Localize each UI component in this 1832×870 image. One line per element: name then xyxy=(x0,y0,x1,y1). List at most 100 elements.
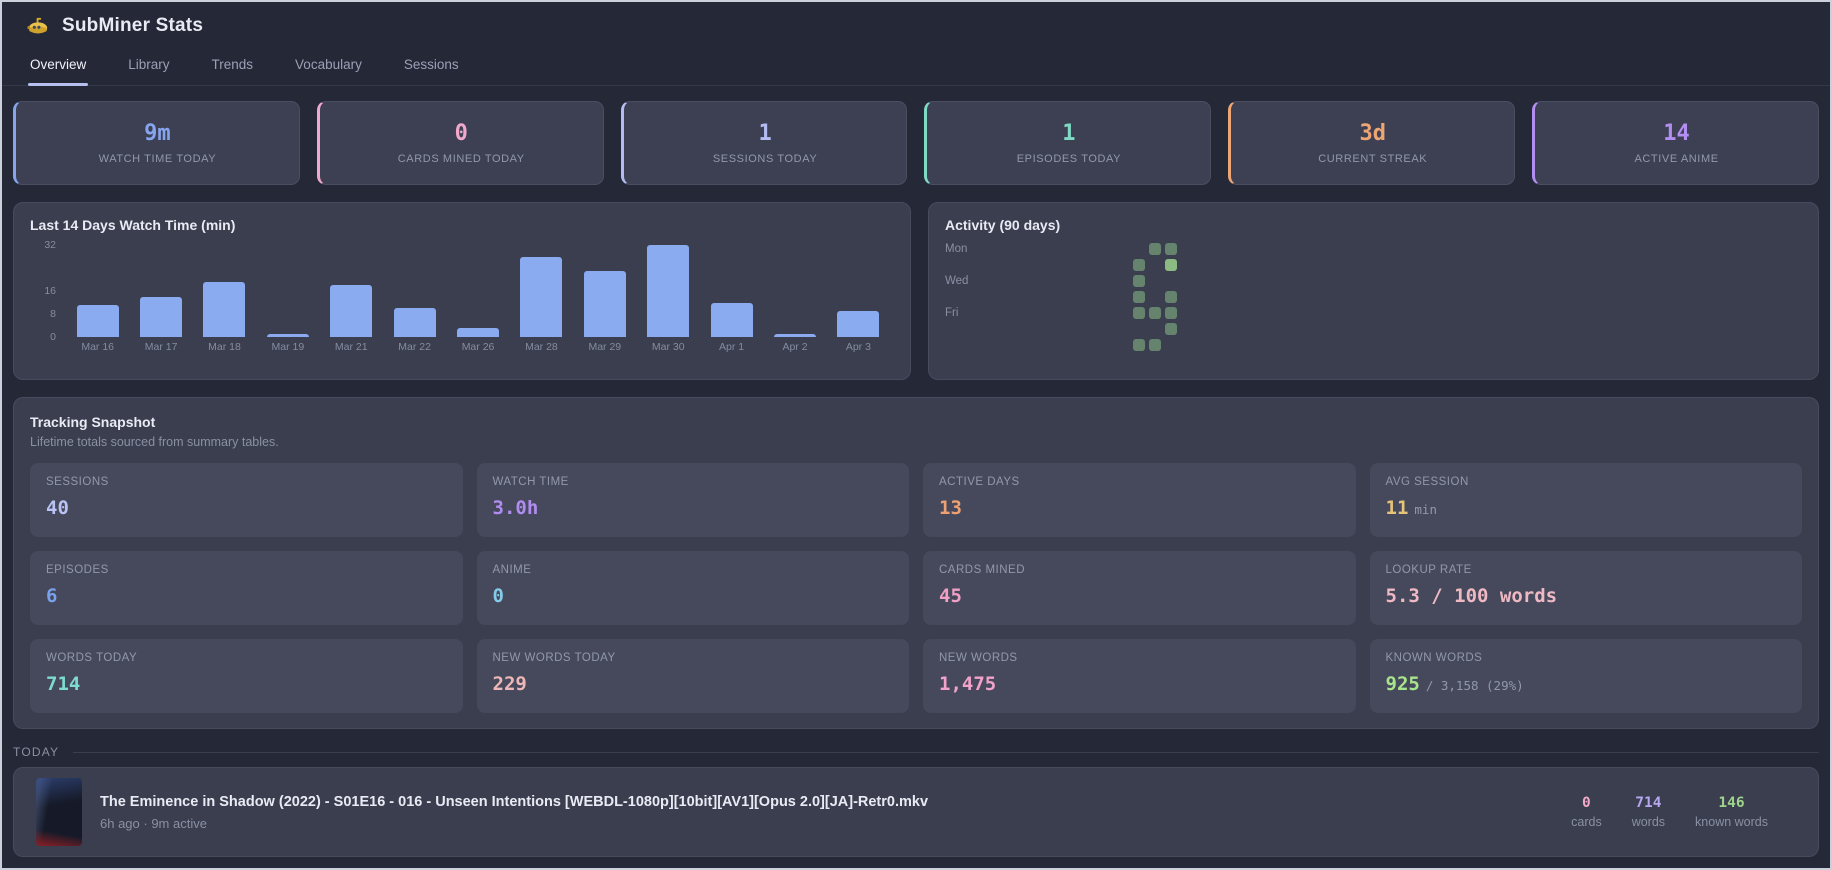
episode-title: The Eminence in Shadow (2022) - S01E16 -… xyxy=(100,793,929,810)
snapshot-cell-episodes: EPISODES 6 xyxy=(30,551,463,625)
x-tick: Mar 18 xyxy=(208,341,241,353)
x-tick: Mar 29 xyxy=(588,341,622,353)
snapshot-subtitle: Lifetime totals sourced from summary tab… xyxy=(30,435,279,449)
snapshot-cell-label: LOOKUP RATE xyxy=(1385,564,1472,576)
snapshot-cell-value: 925 xyxy=(1385,673,1420,695)
stat-card-episodes-today: 1 EPISODES TODAY xyxy=(924,101,1212,185)
snapshot-cell-label: NEW WORDS TODAY xyxy=(492,652,616,664)
snapshot-cell-new-words-today: NEW WORDS TODAY 229 xyxy=(476,639,909,713)
day-label-wed: Wed xyxy=(945,275,969,287)
bar-mar-22 xyxy=(393,308,436,337)
stat-value: 14 xyxy=(1663,121,1690,146)
day-label-mon: Mon xyxy=(945,243,968,255)
snapshot-cell-label: EPISODES xyxy=(46,564,109,576)
heatmap-cell xyxy=(1149,243,1161,255)
snapshot-cell-label: WATCH TIME xyxy=(492,476,569,488)
heatmap-cell xyxy=(1149,307,1161,319)
snapshot-cell-value: 13 xyxy=(939,497,962,519)
tab-library[interactable]: Library xyxy=(126,46,171,85)
snapshot-cell-label: NEW WORDS xyxy=(939,652,1018,664)
snapshot-title: Tracking Snapshot xyxy=(30,414,156,430)
tab-overview[interactable]: Overview xyxy=(28,46,89,86)
snapshot-cell-avg-session: AVG SESSION 11 min xyxy=(1369,463,1802,537)
x-tick: Mar 22 xyxy=(398,341,431,353)
snapshot-cell-label: ANIME xyxy=(492,564,532,576)
heatmap-cell xyxy=(1165,307,1177,319)
snapshot-cell-value: 6 xyxy=(46,585,58,607)
snapshot-cell-anime: ANIME 0 xyxy=(476,551,909,625)
snapshot-cell-active-days: ACTIVE DAYS 13 xyxy=(923,463,1356,537)
episode-stat-value: 714 xyxy=(1635,795,1662,811)
x-tick: Mar 21 xyxy=(334,341,368,353)
episode-stat-known-words: 146 known words xyxy=(1695,795,1768,829)
heatmap-grid xyxy=(1005,243,1209,351)
snapshot-cell-label: KNOWN WORDS xyxy=(1385,652,1483,664)
stat-label: EPISODES TODAY xyxy=(1016,153,1122,165)
chart-x-axis: Mar 16 Mar 17 Mar 18 Mar 19 Mar 21 Mar 22 Mar … xyxy=(66,341,890,353)
snapshot-cell-value: 0 xyxy=(492,585,504,607)
activity-title: Activity (90 days) xyxy=(945,217,1061,233)
heatmap-cell xyxy=(1165,291,1177,303)
stat-value: 1 xyxy=(758,121,772,146)
snapshot-cell-known-words: KNOWN WORDS 925 / 3,158 (29%) xyxy=(1369,639,1802,713)
activity-panel: Activity (90 days) Mon Wed Fri xyxy=(928,202,1819,380)
episode-stat-label: cards xyxy=(1571,815,1602,829)
stat-label: CARDS MINED TODAY xyxy=(397,153,525,165)
snapshot-cell-new-words: NEW WORDS 1,475 xyxy=(923,639,1356,713)
heatmap-cell xyxy=(1165,243,1177,255)
chart-title: Last 14 Days Watch Time (min) xyxy=(30,217,236,233)
x-tick: Apr 3 xyxy=(845,341,871,353)
snapshot-cell-watch-time: WATCH TIME 3.0h xyxy=(476,463,909,537)
chart-plot xyxy=(66,245,890,337)
tab-vocabulary[interactable]: Vocabulary xyxy=(293,46,364,85)
snapshot-cell-label: WORDS TODAY xyxy=(46,652,138,664)
tab-trends[interactable]: Trends xyxy=(210,46,256,85)
stat-card-watch-time-today: 9m WATCH TIME TODAY xyxy=(13,101,300,185)
episode-stat-words: 714 words xyxy=(1632,795,1665,829)
activity-heatmap: Mon Wed Fri xyxy=(945,243,1802,351)
submarine-icon xyxy=(26,14,50,38)
snapshot-cell-label: CARDS MINED xyxy=(939,564,1026,576)
heatmap-cell xyxy=(1133,339,1145,351)
stat-value: 3d xyxy=(1359,121,1386,146)
bar-mar-18 xyxy=(203,282,246,337)
snapshot-cell-label: ACTIVE DAYS xyxy=(939,476,1020,488)
bar-mar-30 xyxy=(647,245,690,337)
snapshot-cell-cards-mined: CARDS MINED 45 xyxy=(923,551,1356,625)
stat-label: CURRENT STREAK xyxy=(1318,153,1428,165)
snapshot-cell-value: 5.3 / 100 words xyxy=(1385,585,1558,607)
heatmap-cell xyxy=(1165,323,1177,335)
episode-info: The Eminence in Shadow (2022) - S01E16 -… xyxy=(100,794,1553,831)
watch-time-chart-panel: Last 14 Days Watch Time (min) 32 16 8 0 Mar… xyxy=(13,202,911,380)
snapshot-cell-value: 11 xyxy=(1385,497,1409,519)
stat-value: 0 xyxy=(454,121,468,146)
x-tick: Mar 26 xyxy=(461,341,495,353)
stat-label: ACTIVE ANIME xyxy=(1634,153,1719,165)
tab-sessions[interactable]: Sessions xyxy=(402,46,461,85)
stat-label: SESSIONS TODAY xyxy=(712,153,818,165)
snapshot-cell-words-today: WORDS TODAY 714 xyxy=(30,639,463,713)
x-tick: Mar 28 xyxy=(525,341,558,353)
bar-apr-2 xyxy=(773,334,816,337)
snapshot-cell-value: 3.0h xyxy=(492,497,539,519)
snapshot-grid: SESSIONS 40 WATCH TIME 3.0h ACTIVE DAYS 13 AVG… xyxy=(30,463,1802,713)
episode-stats: 0 cards 714 words 146 known words xyxy=(1571,795,1768,829)
bar-mar-28 xyxy=(520,256,563,337)
snapshot-cell-value: 1,475 xyxy=(939,673,997,695)
snapshot-cell-lookup-rate: LOOKUP RATE 5.3 / 100 words xyxy=(1369,551,1802,625)
heatmap-cell xyxy=(1133,275,1145,287)
today-episode-row[interactable]: The Eminence in Shadow (2022) - S01E16 -… xyxy=(13,767,1819,857)
watch-time-bar-chart: 32 16 8 0 Mar 16 Mar 17 Mar 18 Mar 19 Mar 21 Mar… xyxy=(30,239,894,367)
y-tick: 8 xyxy=(50,308,56,320)
snapshot-cell-suffix: / 3,158 (29%) xyxy=(1425,678,1524,693)
bar-mar-17 xyxy=(140,296,183,337)
today-divider xyxy=(73,751,1819,753)
today-label: TODAY xyxy=(13,745,60,759)
heatmap-day-labels: Mon Wed Fri xyxy=(945,243,991,351)
x-tick: Mar 30 xyxy=(651,341,685,353)
bar-mar-19 xyxy=(266,334,309,337)
stat-cards-row: 9m WATCH TIME TODAY 0 CARDS MINED TODAY 1 SES… xyxy=(2,86,1830,197)
heatmap-cell xyxy=(1133,291,1145,303)
stat-label: WATCH TIME TODAY xyxy=(98,153,217,165)
